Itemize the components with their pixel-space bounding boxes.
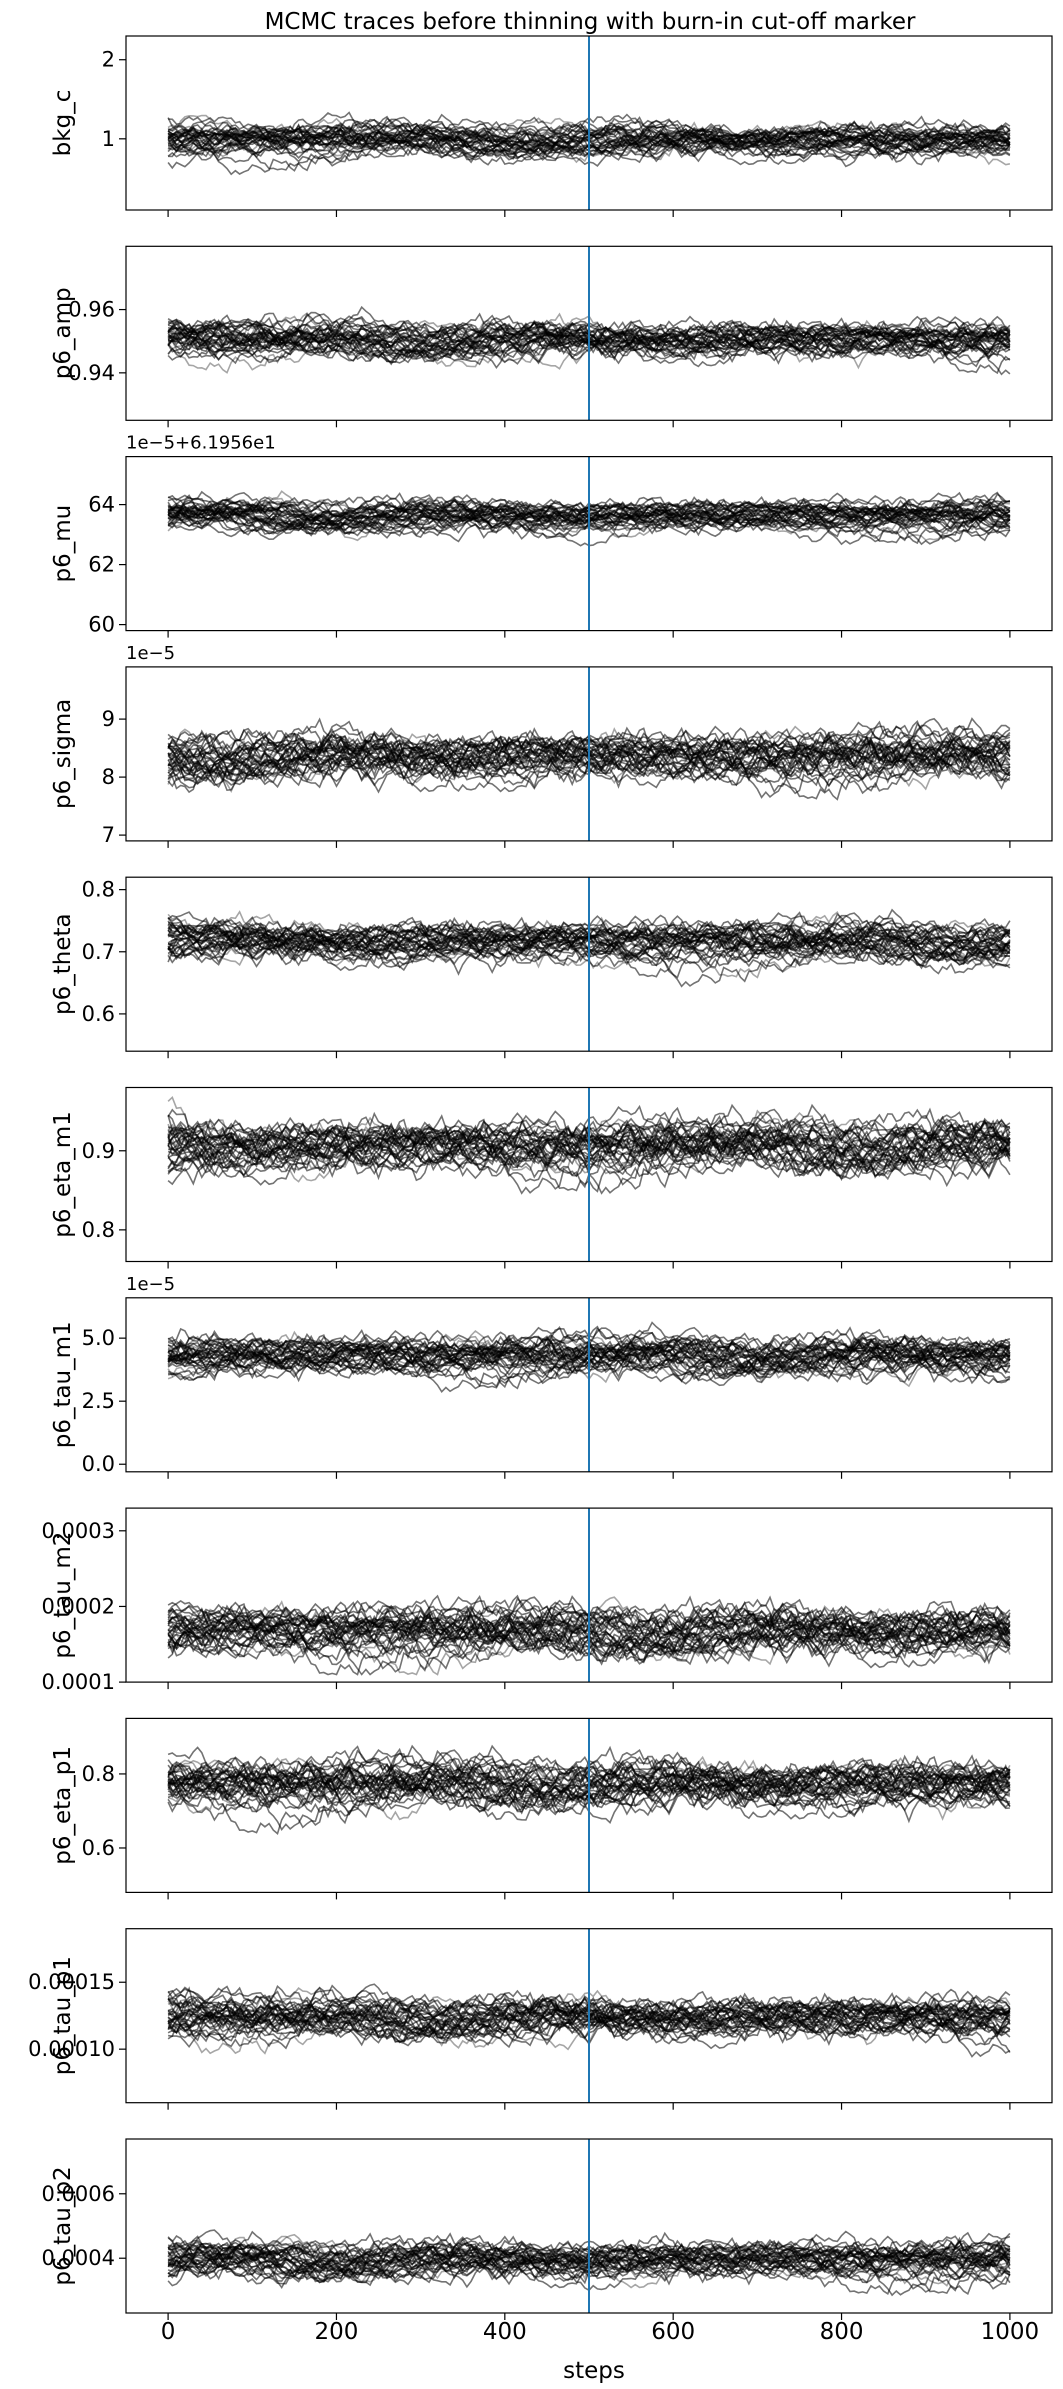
y-tick-label: 0.0002 — [42, 1594, 115, 1618]
panel-frame — [125, 2138, 1053, 2314]
x-tick-label: 400 — [483, 2319, 527, 2345]
x-tick-label: 1000 — [981, 2319, 1040, 2345]
y-tick-label: 60 — [88, 613, 115, 637]
x-tick-label: 600 — [651, 2319, 695, 2345]
y-tick-label: 0.0001 — [42, 1670, 115, 1694]
y-offset-label: 1e−5+6.1956e1 — [126, 433, 276, 454]
x-axis: 0 200 400 600 800 1000 — [161, 2319, 1039, 2345]
y-axis-label: bkg_c — [50, 90, 76, 157]
y-tick-label: 0.9 — [82, 1139, 115, 1163]
panel-p6_theta: 0.6 0.7 0.8p6_theta — [50, 876, 1053, 1059]
y-tick-label: 0.00015 — [28, 1970, 115, 1994]
y-axis-label: p6_mu — [50, 505, 76, 583]
y-axis-label: p6_amp — [50, 287, 76, 379]
panel-frame — [125, 1507, 1053, 1683]
y-tick-label: 7 — [102, 823, 115, 847]
x-axis-label: steps — [563, 2358, 625, 2384]
y-tick-label: 62 — [88, 553, 115, 577]
y-tick-label: 8 — [102, 765, 115, 789]
y-tick-label: 0.8 — [82, 1218, 115, 1242]
y-tick-label: 0.94 — [68, 361, 115, 385]
y-tick-label: 0.0003 — [42, 1519, 115, 1543]
y-tick-label: 0.0 — [82, 1452, 115, 1476]
y-tick-label: 9 — [102, 707, 115, 731]
y-offset-label: 1e−5 — [126, 1274, 175, 1295]
panel-frame — [125, 35, 1053, 211]
panel-p6_mu: 60 62 64 p6_mu 1e−5+6.1956e1 — [50, 433, 1053, 638]
x-tick-label: 800 — [820, 2319, 864, 2345]
y-axis-label: p6_tau_p2 — [50, 2166, 76, 2285]
panel-bkg_c: 1 2 bkg_c — [50, 35, 1053, 217]
panel-p6_eta_m1: 0.8 0.9p6_eta_m1 — [50, 1086, 1053, 1269]
y-tick-label: 1 — [102, 127, 115, 151]
panel-frame — [125, 1928, 1053, 2104]
y-axis-label: p6_eta_p1 — [50, 1746, 76, 1865]
y-tick-label: 5.0 — [82, 1326, 115, 1350]
x-tick-label: 0 — [161, 2319, 176, 2345]
figure-title: MCMC traces before thinning with burn-in… — [265, 9, 916, 35]
panel-frame — [125, 1717, 1053, 1894]
y-tick-label: 0.6 — [82, 1836, 115, 1860]
y-tick-label: 0.00010 — [28, 2037, 115, 2061]
y-axis-label: p6_tau_p1 — [50, 1956, 76, 2075]
y-axis-label: p6_theta — [50, 913, 76, 1015]
y-tick-label: 0.8 — [82, 1762, 115, 1786]
y-tick-label: 64 — [88, 493, 115, 517]
panel-p6_eta_p1: 0.6 0.8p6_eta_p1 — [50, 1717, 1053, 1900]
y-axis-label: p6_tau_m1 — [50, 1321, 76, 1448]
y-offset-label: 1e−5 — [126, 643, 175, 664]
y-tick-label: 0.7 — [82, 940, 115, 964]
y-tick-label: 0.8 — [82, 878, 115, 902]
panel-frame — [125, 245, 1053, 421]
x-tick-label: 200 — [315, 2319, 359, 2345]
y-axis-label: p6_sigma — [50, 699, 76, 809]
y-tick-label: 0.96 — [68, 298, 115, 322]
y-tick-label: 0.6 — [82, 1002, 115, 1026]
y-tick-label: 2.5 — [82, 1389, 115, 1413]
panel-frame — [125, 1086, 1053, 1263]
panel-frame — [125, 876, 1053, 1052]
y-axis-label: p6_tau_m2 — [50, 1532, 76, 1659]
panel-frame — [125, 1297, 1053, 1473]
panel-p6_tau_m1: 0.0 2.5 5.0p6_tau_m1 1e−5 — [50, 1274, 1053, 1479]
y-tick-label: 0.0006 — [42, 2182, 115, 2206]
panel-p6_sigma: 7 8 9 p6_sigma 1e−5 — [50, 643, 1053, 848]
y-tick-label: 0.0004 — [42, 2246, 115, 2270]
panel-frame — [125, 666, 1053, 842]
y-tick-label: 2 — [102, 48, 115, 72]
y-axis-label: p6_eta_m1 — [50, 1111, 76, 1238]
panel-frame — [125, 456, 1053, 632]
